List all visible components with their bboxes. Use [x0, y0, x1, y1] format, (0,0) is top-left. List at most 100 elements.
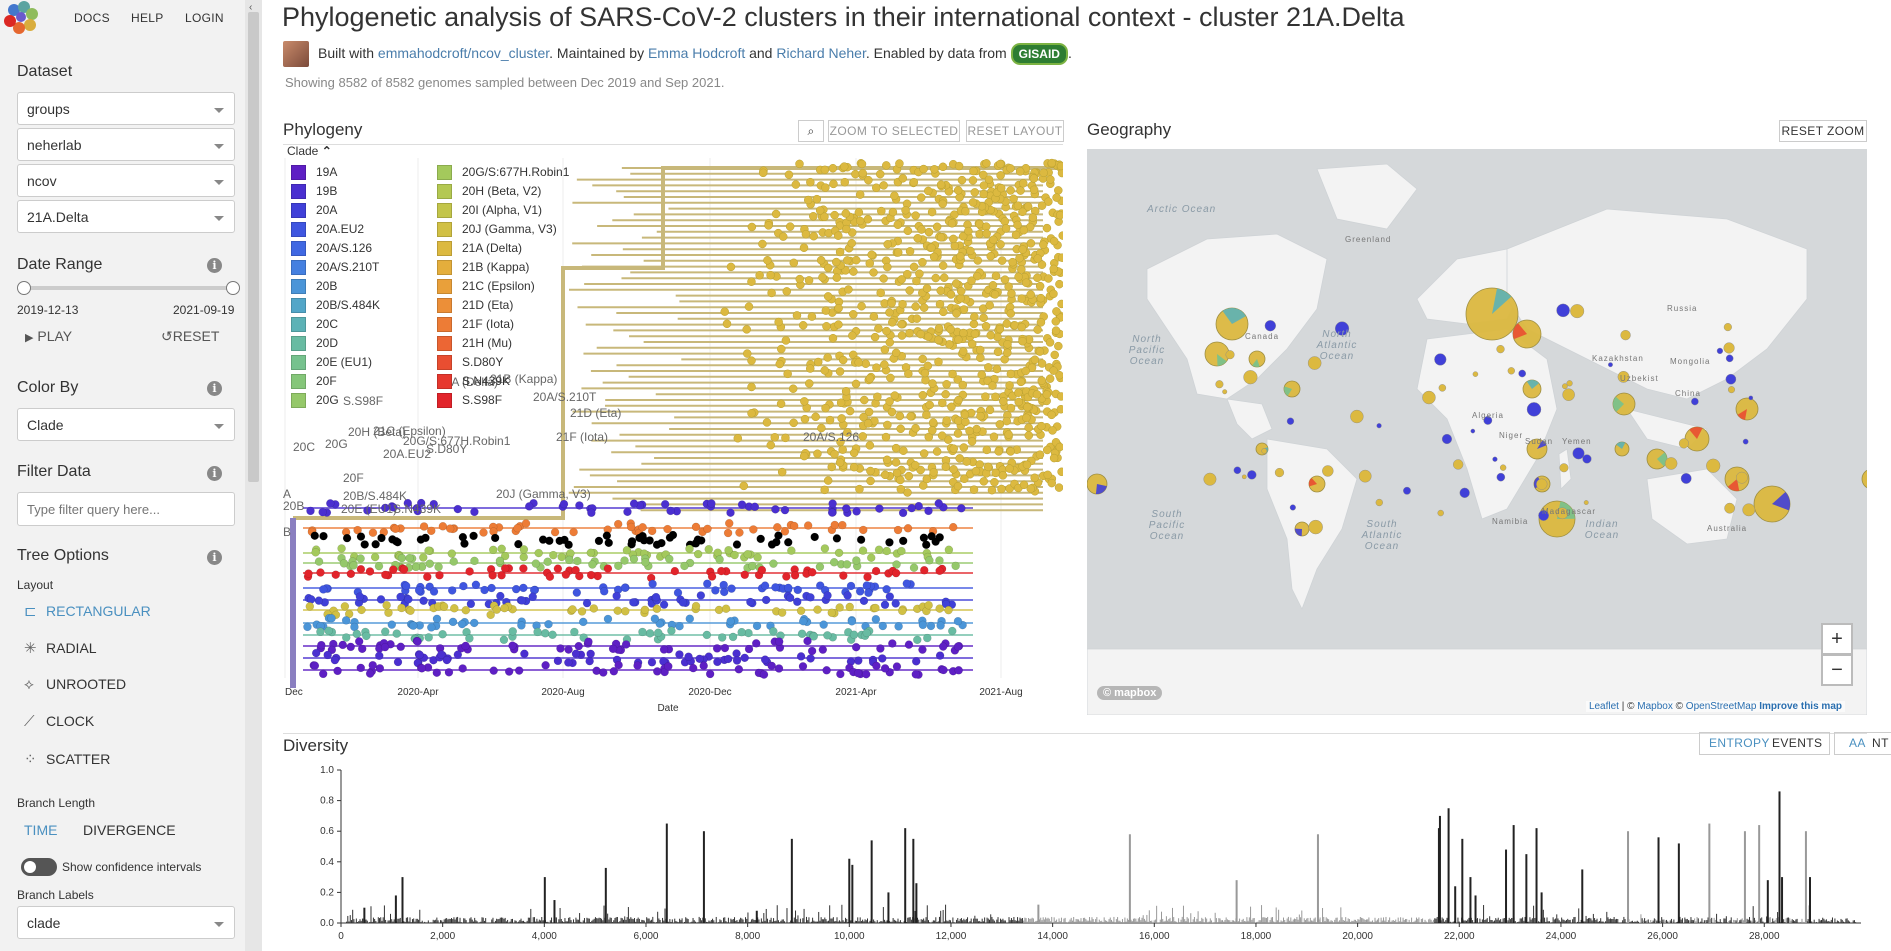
entropy-bar[interactable] — [1128, 834, 1131, 923]
location-bubble[interactable] — [1556, 303, 1570, 318]
info-icon[interactable]: i — [207, 550, 222, 565]
location-bubble[interactable] — [1422, 390, 1436, 405]
osm-link[interactable]: OpenStreetMap — [1685, 701, 1757, 712]
layout-scatter[interactable]: ⁘ SCATTER — [24, 751, 111, 768]
branch-length-divergence[interactable]: DIVERGENCE — [83, 822, 176, 838]
legend-toggle[interactable]: Clade ⌃ — [287, 144, 332, 158]
location-bubble[interactable] — [1286, 417, 1295, 425]
branch-labels-select[interactable]: clade — [17, 906, 235, 939]
location-bubble[interactable] — [1225, 350, 1235, 360]
location-bubble[interactable] — [1735, 471, 1748, 484]
legend-item[interactable]: S.N439K — [437, 374, 510, 390]
color-by-select[interactable]: Clade — [17, 408, 235, 441]
location-bubble[interactable] — [1294, 521, 1310, 537]
location-bubble[interactable] — [1646, 448, 1668, 470]
entropy-bar[interactable] — [1454, 886, 1457, 923]
legend-item[interactable]: 20B — [291, 279, 337, 295]
login-link[interactable]: LOGIN — [185, 11, 224, 25]
location-bubble[interactable] — [1403, 486, 1411, 495]
location-bubble[interactable] — [1723, 323, 1732, 332]
legend-item[interactable]: 20G — [291, 393, 339, 409]
location-bubble[interactable] — [1215, 380, 1224, 389]
location-bubble[interactable] — [1453, 459, 1464, 470]
entropy-bar[interactable] — [401, 877, 404, 923]
entropy-bar[interactable] — [553, 900, 556, 923]
location-bubble[interactable] — [1470, 428, 1476, 434]
location-bubble[interactable] — [1222, 389, 1228, 395]
location-bubble[interactable] — [1233, 466, 1242, 475]
entropy-bar[interactable] — [1512, 825, 1515, 923]
location-bubble[interactable] — [1483, 416, 1493, 425]
location-bubble[interactable] — [1608, 362, 1613, 368]
dataset-select-1[interactable]: groups — [17, 92, 235, 125]
location-bubble[interactable] — [1308, 519, 1323, 535]
legend-item[interactable]: 20A.EU2 — [291, 222, 364, 238]
location-bubble[interactable] — [1204, 341, 1230, 367]
entropy-bar[interactable] — [1535, 828, 1538, 923]
legend-item[interactable]: 21A (Delta) — [437, 241, 522, 257]
location-bubble[interactable] — [1522, 379, 1542, 399]
location-bubble[interactable] — [1526, 438, 1548, 460]
legend-item[interactable]: S.D80Y — [437, 355, 503, 371]
geography-map[interactable]: Arctic Ocean North Pacific Ocean North A… — [1087, 149, 1867, 715]
entropy-bar[interactable] — [1708, 823, 1711, 923]
location-bubble[interactable] — [1308, 475, 1326, 493]
legend-item[interactable]: 21F (Iota) — [437, 317, 514, 333]
layout-clock[interactable]: ⟋ CLOCK — [24, 713, 95, 730]
entropy-bar[interactable] — [1758, 825, 1761, 923]
diversity-chart[interactable]: 0.0 0.2 0.4 0.6 0.8 1.0 0 2,000 4,000 6,000 8,000 1… — [283, 758, 1891, 951]
location-bubble[interactable] — [1680, 473, 1692, 484]
location-bubble[interactable] — [1684, 426, 1710, 452]
location-bubble[interactable] — [1496, 472, 1506, 482]
location-bubble[interactable] — [1434, 353, 1447, 366]
info-icon[interactable]: i — [207, 258, 222, 273]
entropy-events-toggle[interactable]: ENTROPY EVENTS — [1699, 732, 1830, 755]
entropy-bar[interactable] — [1804, 831, 1807, 923]
date-range-end-handle[interactable] — [226, 281, 240, 295]
location-bubble[interactable] — [1283, 380, 1301, 398]
location-bubble[interactable] — [1723, 342, 1735, 354]
entropy-bar[interactable] — [1447, 808, 1450, 923]
entropy-bar[interactable] — [1505, 849, 1508, 923]
location-bubble[interactable] — [1716, 347, 1724, 355]
layout-radial[interactable]: ✳ RADIAL — [24, 640, 97, 657]
layout-unrooted[interactable]: ⟡ UNROOTED — [24, 676, 127, 693]
location-bubble[interactable] — [1753, 485, 1791, 523]
legend-item[interactable]: S.S98F — [437, 393, 502, 409]
legend-item[interactable]: 21B (Kappa) — [437, 260, 529, 276]
location-bubble[interactable] — [1203, 472, 1217, 486]
entropy-bar[interactable] — [755, 910, 758, 923]
dataset-select-3[interactable]: ncov — [17, 164, 235, 197]
entropy-bar[interactable] — [851, 864, 854, 923]
map-zoom-out-button[interactable]: − — [1821, 654, 1853, 686]
location-bubble[interactable] — [1725, 354, 1734, 363]
legend-item[interactable]: 21H (Mu) — [437, 336, 512, 352]
location-bubble[interactable] — [1556, 507, 1569, 520]
location-bubble[interactable] — [1572, 447, 1585, 460]
entropy-bar[interactable] — [1778, 791, 1781, 923]
dataset-select-4[interactable]: 21A.Delta — [17, 200, 235, 233]
entropy-bar[interactable] — [1743, 831, 1746, 923]
location-bubble[interactable] — [1499, 464, 1507, 471]
entropy-bar[interactable] — [904, 828, 907, 923]
entropy-bar[interactable] — [1657, 837, 1660, 923]
location-bubble[interactable] — [1562, 388, 1575, 401]
location-bubble[interactable] — [1861, 469, 1867, 489]
location-bubble[interactable] — [1375, 498, 1383, 507]
location-bubble[interactable] — [1748, 395, 1754, 401]
location-bubble[interactable] — [1358, 469, 1372, 483]
location-bubble[interactable] — [1376, 423, 1382, 429]
entropy-bar[interactable] — [1627, 831, 1630, 923]
location-bubble[interactable] — [1691, 397, 1699, 406]
improve-map-link[interactable]: Improve this map — [1759, 701, 1842, 712]
legend-item[interactable]: 20A/S.126 — [291, 241, 372, 257]
aa-tab[interactable]: AA — [1849, 736, 1866, 750]
reset-button[interactable]: ↺RESET — [161, 328, 220, 344]
location-bubble[interactable] — [1664, 457, 1678, 470]
location-bubble[interactable] — [1678, 438, 1689, 449]
location-bubble[interactable] — [1570, 304, 1585, 319]
location-bubble[interactable] — [1583, 500, 1589, 505]
author-link-2[interactable]: Richard Neher — [776, 45, 866, 61]
entropy-bar[interactable] — [1781, 877, 1784, 923]
layout-rectangular[interactable]: ⊏ RECTANGULAR — [24, 603, 151, 620]
